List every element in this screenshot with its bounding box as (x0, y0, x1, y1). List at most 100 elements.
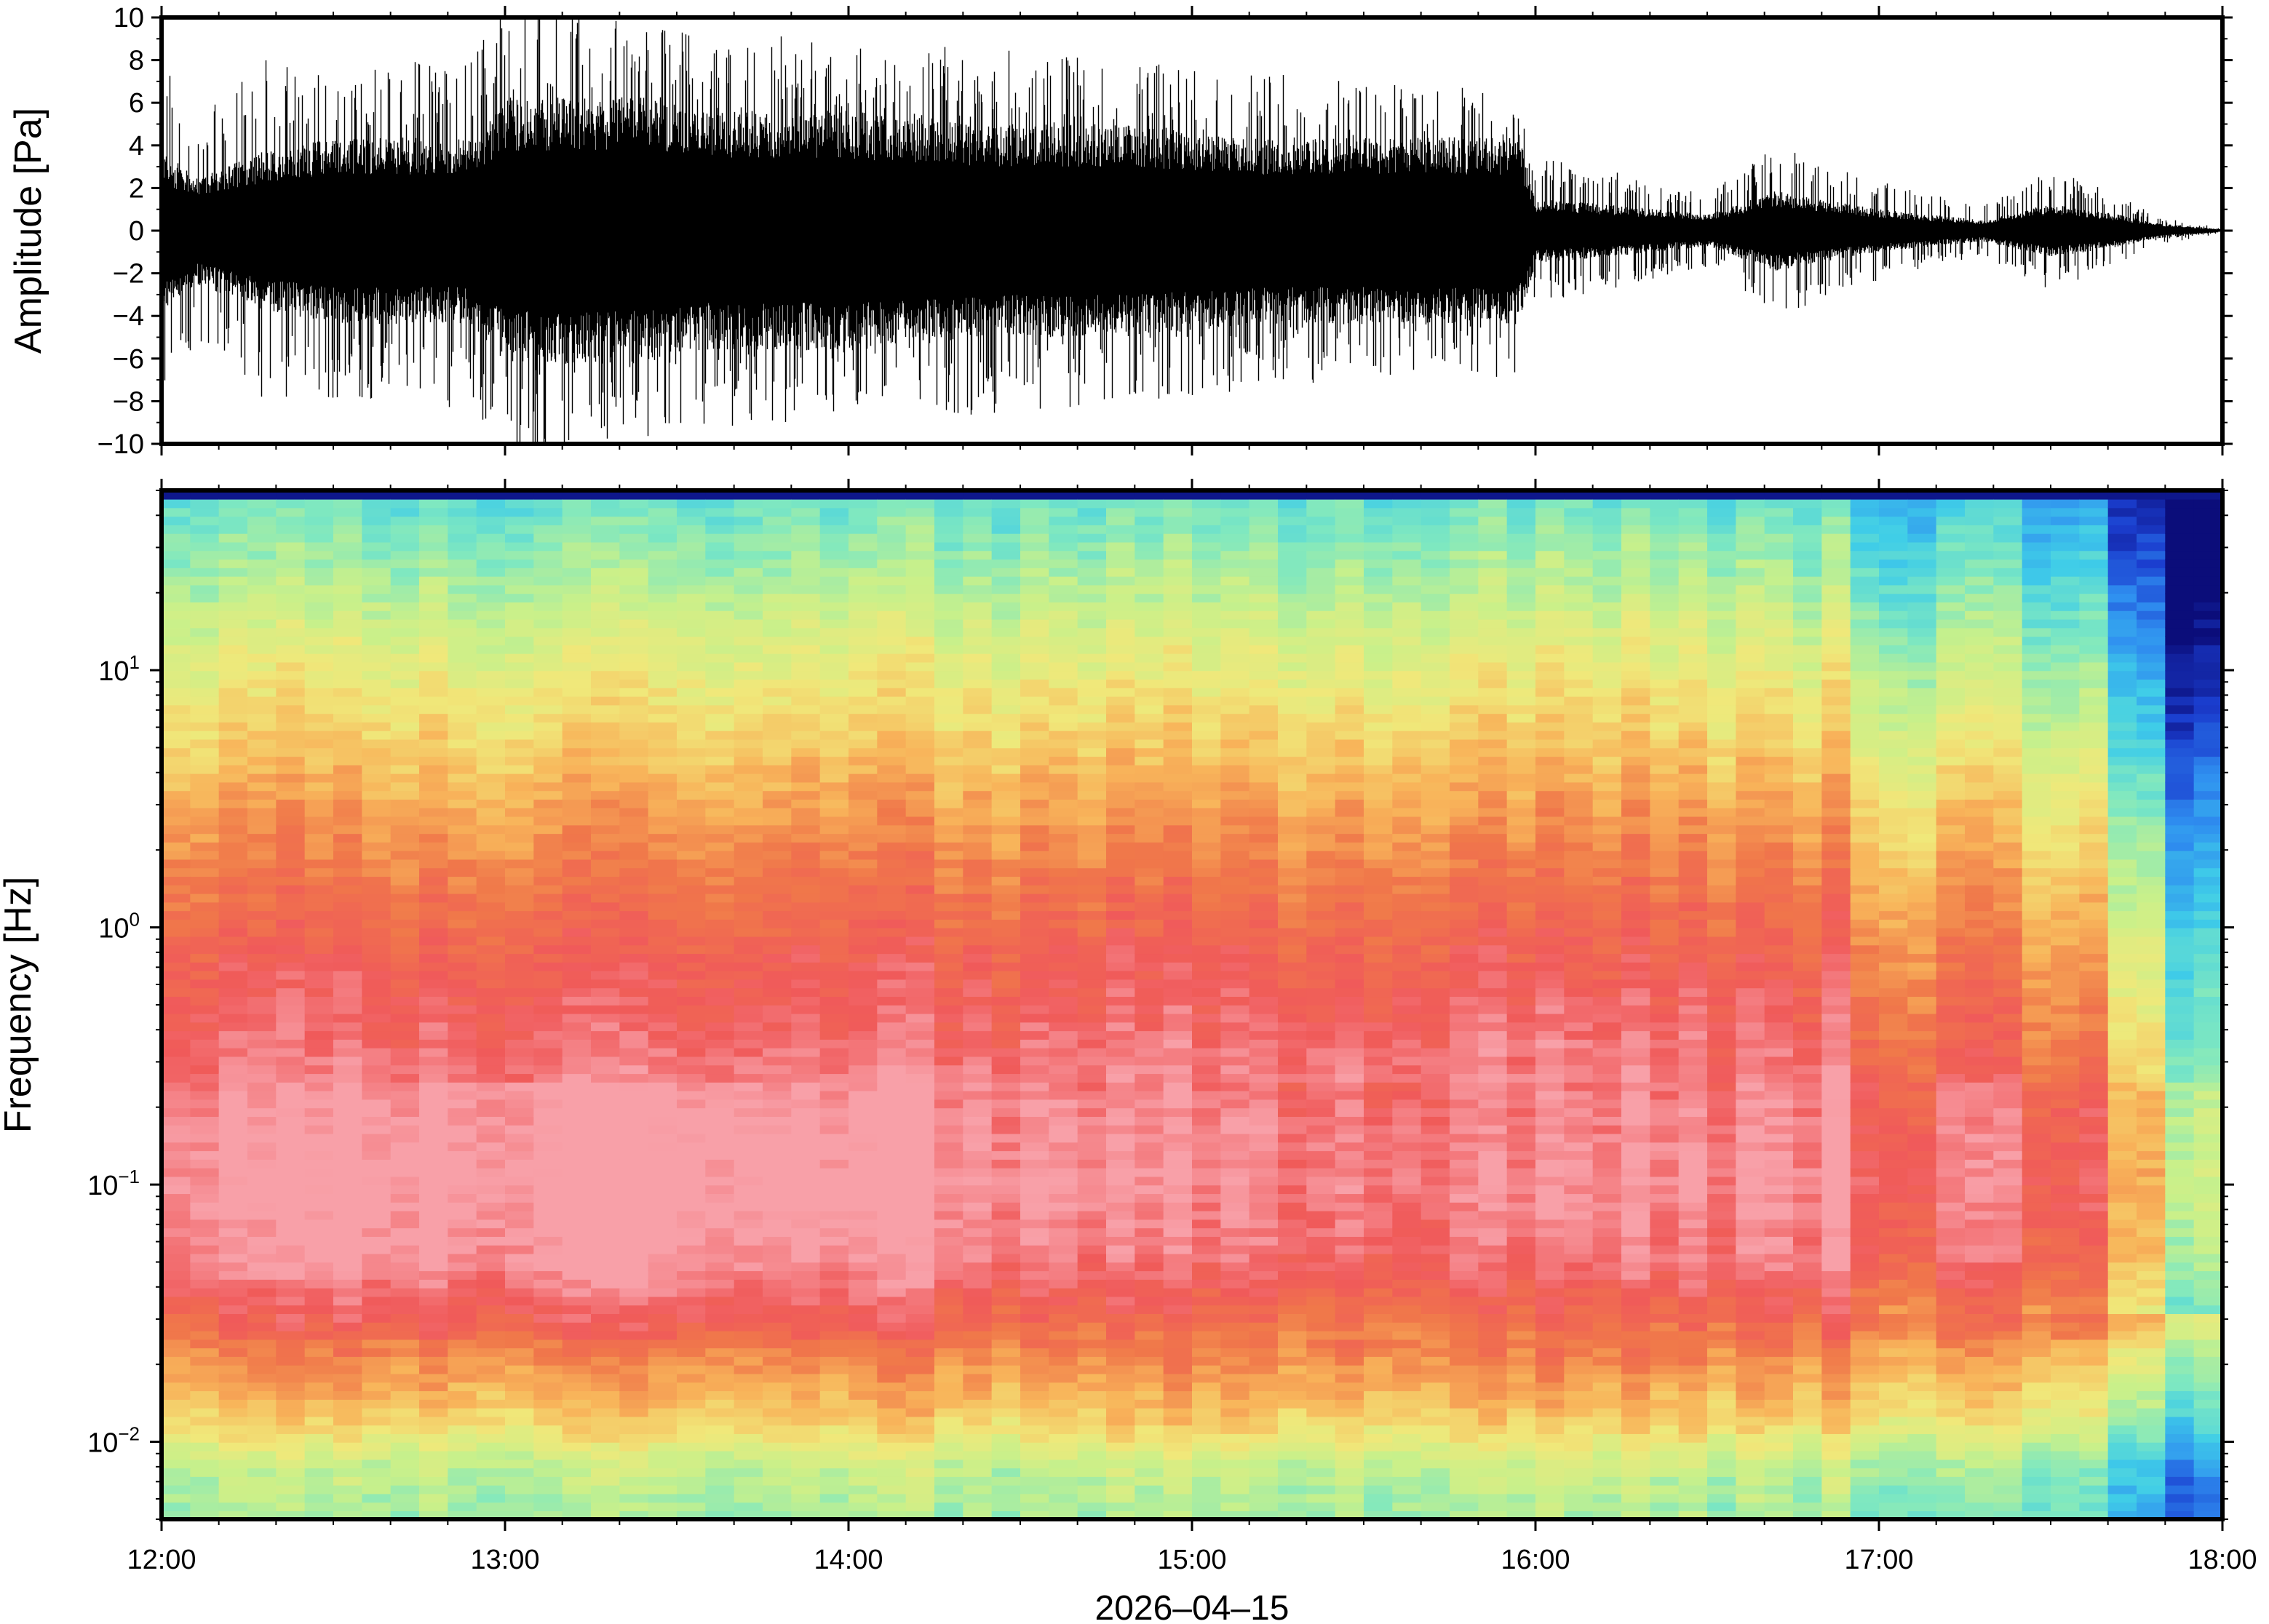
spectrogram-cell (276, 859, 306, 869)
spectrogram-cell (763, 987, 792, 998)
spectrogram-cell (190, 1484, 220, 1494)
spectrogram-cell (419, 944, 449, 955)
spectrogram-cell (333, 1236, 363, 1246)
spectrogram-cell (905, 618, 935, 629)
spectrogram-cell (1077, 1364, 1107, 1374)
spectrogram-cell (247, 807, 277, 817)
spectrogram-cell (419, 1150, 449, 1160)
spectrogram-cell (1049, 1064, 1078, 1075)
spectrogram-cell (533, 1142, 563, 1152)
spectrogram-cell (705, 1176, 735, 1186)
spectrogram-cell (1020, 1227, 1050, 1237)
spectrogram-cell (1134, 516, 1164, 525)
spectrogram-cell (1163, 833, 1193, 843)
spectrogram-cell (162, 507, 191, 517)
spectrogram-cell (419, 927, 449, 937)
spectrogram-cell (218, 1030, 248, 1040)
spectrogram-cell (247, 1330, 277, 1340)
spectrogram-cell (963, 1441, 993, 1452)
spectrogram-cell (1278, 1107, 1308, 1117)
spectrogram-cell (1077, 790, 1107, 800)
spectrogram-cell (390, 1064, 420, 1075)
spectrogram-cell (333, 765, 363, 774)
spectrogram-cell (734, 962, 763, 971)
spectrogram-cell (562, 1459, 592, 1469)
spectrogram-cell (1134, 773, 1164, 783)
spectrogram-cell (677, 525, 707, 534)
spectrogram-cell (763, 1159, 792, 1169)
spectrogram-cell (905, 1433, 935, 1443)
spectrogram-cell (1106, 807, 1136, 817)
spectrogram-cell (1049, 970, 1078, 980)
spectrogram-cell (448, 507, 477, 517)
spectrogram-cell (619, 799, 649, 808)
spectrogram-cell (1278, 610, 1308, 620)
spectrogram-cell (1134, 756, 1164, 765)
spectrogram-cell (1134, 1202, 1164, 1211)
spectrogram-cell (448, 490, 477, 500)
spectrogram-cell (1192, 636, 1222, 645)
spectrogram-cell (419, 1450, 449, 1460)
spectrogram-cell (419, 1270, 449, 1280)
spectrogram-cell (934, 541, 964, 552)
spectrogram-cell (934, 645, 964, 654)
spectrogram-cell (963, 1450, 993, 1460)
spectrogram-cell (362, 593, 392, 602)
spectrogram-cell (705, 979, 735, 989)
spectrogram-cell (448, 996, 477, 1006)
spectrogram-cell (877, 756, 907, 765)
spectrogram-cell (849, 1493, 878, 1503)
spectrogram-cell (849, 1382, 878, 1392)
spectrogram-cell (247, 850, 277, 860)
spectrogram-cell (677, 1236, 707, 1246)
spectrogram-cell (476, 1441, 506, 1452)
spectrogram-cell (763, 1030, 792, 1040)
spectrogram-cell (1106, 944, 1136, 955)
spectrogram-cell (1020, 610, 1050, 620)
spectrogram-cell (562, 1441, 592, 1452)
spectrogram-cell (677, 670, 707, 680)
spectrogram-cell (619, 747, 649, 757)
spectrogram-cell (1192, 541, 1222, 552)
spectrogram-cell (877, 1450, 907, 1460)
spectrogram-cell (304, 1279, 334, 1289)
spectrogram-cell (1106, 901, 1136, 912)
spectrogram-cell (1106, 756, 1136, 765)
spectrogram-cell (276, 739, 306, 749)
spectrogram-cell (218, 1124, 248, 1134)
spectrogram-cell (648, 1364, 677, 1374)
spectrogram-cell (1020, 602, 1050, 611)
spectrogram-cell (1020, 799, 1050, 808)
spectrogram-cell (448, 498, 477, 509)
spectrogram-cell (1134, 507, 1164, 517)
spectrogram-cell (763, 1116, 792, 1126)
spectrogram-cell (905, 833, 935, 843)
spectrogram-cell (877, 533, 907, 543)
spectrogram-cell (849, 739, 878, 749)
spectrogram-cell (1192, 747, 1222, 757)
spectrogram-cell (562, 1296, 592, 1306)
spectrogram-cell (849, 1339, 878, 1349)
spectrogram-cell (162, 1030, 191, 1040)
spectrogram-cell (390, 602, 420, 611)
spectrogram-cell (333, 1441, 363, 1452)
spectrogram-cell (877, 704, 907, 715)
spectrogram-cell (304, 1193, 334, 1203)
spectrogram-cell (905, 1390, 935, 1400)
spectrogram-cell (218, 1107, 248, 1117)
spectrogram-cell (677, 1047, 707, 1057)
spectrogram-cell (1192, 1116, 1222, 1126)
spectrogram-cell (763, 1399, 792, 1409)
spectrogram-cell (1106, 1064, 1136, 1075)
spectrogram-cell (562, 602, 592, 611)
spectrogram-cell (190, 1270, 220, 1280)
spectrogram-cell (505, 1425, 535, 1434)
spectrogram-cell (218, 1236, 248, 1246)
spectrogram-cell (819, 1167, 849, 1177)
spectrogram-cell (162, 1382, 191, 1392)
spectrogram-cell (333, 533, 363, 543)
spectrogram-cell (619, 498, 649, 509)
spectrogram-cell (591, 1227, 621, 1237)
spectrogram-cell (333, 661, 363, 672)
spectrogram-cell (619, 568, 649, 577)
